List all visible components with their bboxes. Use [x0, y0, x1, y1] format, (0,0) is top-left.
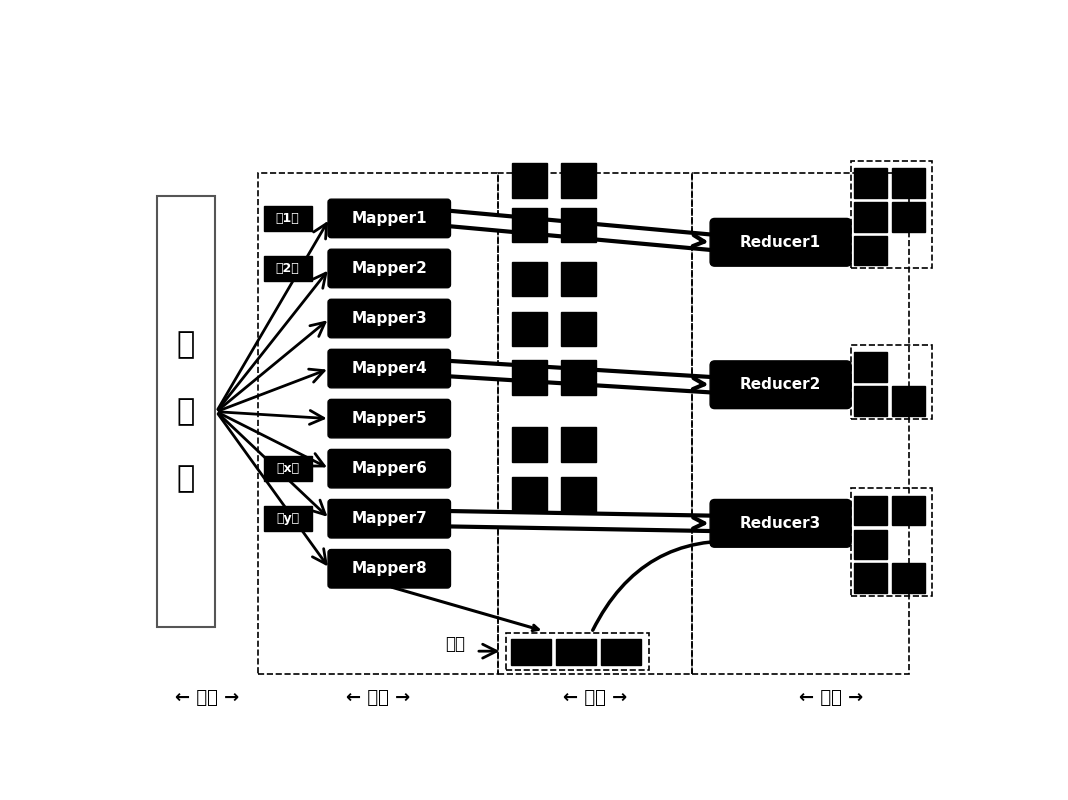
Bar	[851, 161, 931, 269]
Bar	[601, 639, 641, 665]
Text: ← 映射 →: ← 映射 →	[346, 689, 410, 707]
FancyBboxPatch shape	[710, 218, 851, 266]
Polygon shape	[449, 210, 712, 250]
Bar	[854, 496, 886, 525]
Bar	[854, 168, 886, 198]
Bar	[892, 168, 925, 198]
Text: Mapper7: Mapper7	[351, 511, 427, 526]
Text: 第x个: 第x个	[277, 462, 299, 475]
Text: Reducer1: Reducer1	[740, 235, 821, 250]
Bar	[854, 563, 886, 593]
Bar	[511, 639, 551, 665]
Text: 第2个: 第2个	[276, 262, 300, 275]
Text: Mapper5: Mapper5	[351, 411, 427, 426]
Bar	[562, 208, 596, 242]
FancyBboxPatch shape	[328, 350, 451, 388]
Bar	[854, 353, 886, 382]
Bar	[512, 360, 547, 394]
Bar	[562, 360, 596, 394]
Text: ← 归约 →: ← 归约 →	[799, 689, 863, 707]
Bar	[892, 563, 925, 593]
Text: 第1个: 第1个	[276, 212, 300, 225]
Bar	[505, 633, 649, 670]
Bar	[512, 477, 547, 512]
Bar	[512, 311, 547, 346]
FancyBboxPatch shape	[328, 399, 451, 438]
Text: Mapper6: Mapper6	[351, 461, 427, 476]
Bar	[264, 256, 312, 281]
Bar	[562, 163, 596, 198]
Bar	[157, 196, 215, 627]
FancyBboxPatch shape	[328, 450, 451, 488]
Bar	[854, 202, 886, 231]
Bar	[257, 173, 498, 674]
Bar	[555, 639, 596, 665]
Bar	[851, 488, 931, 596]
FancyBboxPatch shape	[328, 299, 451, 338]
Bar	[854, 530, 886, 558]
FancyBboxPatch shape	[328, 550, 451, 588]
FancyBboxPatch shape	[328, 199, 451, 238]
Bar	[512, 427, 547, 462]
Bar	[562, 477, 596, 512]
Bar	[892, 202, 925, 231]
Bar	[892, 386, 925, 415]
Bar	[691, 173, 909, 674]
Bar	[264, 456, 312, 481]
Polygon shape	[449, 511, 711, 531]
Text: Mapper4: Mapper4	[351, 361, 427, 376]
Bar	[892, 496, 925, 525]
Text: 合并: 合并	[445, 635, 466, 654]
Text: Reducer2: Reducer2	[740, 378, 821, 392]
Text: 第y个: 第y个	[277, 512, 299, 526]
Text: Mapper1: Mapper1	[351, 211, 427, 226]
Bar	[562, 311, 596, 346]
Text: Mapper8: Mapper8	[351, 562, 427, 576]
Bar	[562, 262, 596, 296]
Text: ← 分割 →: ← 分割 →	[175, 689, 239, 707]
Bar	[498, 173, 691, 674]
Bar	[851, 345, 931, 418]
FancyBboxPatch shape	[328, 250, 451, 288]
Polygon shape	[449, 361, 712, 393]
Text: Mapper3: Mapper3	[351, 311, 427, 326]
Text: ← 洗牌 →: ← 洗牌 →	[563, 689, 627, 707]
Text: Reducer3: Reducer3	[740, 516, 821, 531]
Bar	[512, 208, 547, 242]
Bar	[562, 427, 596, 462]
Bar	[854, 386, 886, 415]
Bar	[854, 236, 886, 266]
Text: 数

据

源: 数 据 源	[176, 330, 195, 494]
Text: Mapper2: Mapper2	[351, 261, 427, 276]
FancyBboxPatch shape	[328, 499, 451, 538]
FancyBboxPatch shape	[710, 361, 851, 409]
Bar	[512, 262, 547, 296]
Bar	[512, 163, 547, 198]
Bar	[264, 206, 312, 230]
FancyBboxPatch shape	[710, 499, 851, 547]
Bar	[264, 506, 312, 531]
